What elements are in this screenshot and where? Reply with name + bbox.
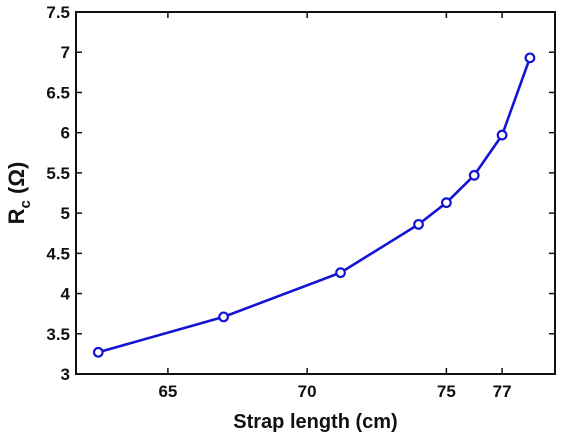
x-tick-label: 70 [298,382,317,401]
data-point [92,346,104,358]
y-tick-label: 4.5 [46,244,70,263]
y-axis-label-unit: (Ω) [4,162,29,200]
x-axis-label: Strap length (cm) [233,411,397,433]
y-tick-label: 3.5 [46,325,70,344]
y-tick-label: 6.5 [46,83,70,102]
axes-frame [75,11,556,375]
y-tick-label: 5 [61,204,70,223]
y-tick-label: 4 [61,285,71,304]
y-tick-label: 6 [61,124,70,143]
plot-area [92,52,536,358]
y-tick-label: 7 [61,43,70,62]
x-tick-label: 77 [493,382,512,401]
y-axis-label-main: R [4,208,29,224]
data-point [413,218,424,230]
x-tick-label: 75 [437,382,456,401]
y-axis-label-subscript: c [17,200,34,208]
x-tick-label: 65 [158,382,177,401]
y-tick-label: 3 [61,365,70,384]
y-tick-label: 7.5 [46,3,70,22]
data-point [218,311,229,323]
data-point [440,197,452,209]
series-line [97,57,532,354]
y-axis-ticks: 3 3.5 4 4.5 5 5.5 6 6.5 7 7.5 [46,3,555,384]
x-axis-ticks: 65 70 75 77 [158,12,512,401]
data-point [524,52,536,64]
data-point [496,129,508,141]
data-point [468,169,480,181]
data-point [335,267,346,279]
y-axis-label: Rc (Ω) [4,162,34,225]
y-tick-label: 5.5 [46,164,70,183]
